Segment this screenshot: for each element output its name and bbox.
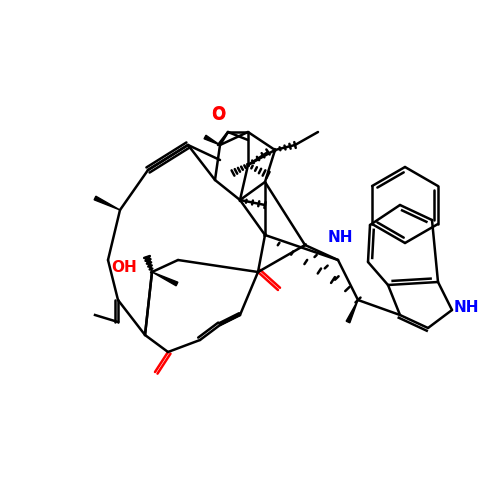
Polygon shape <box>152 272 178 286</box>
Polygon shape <box>204 135 220 145</box>
Text: O: O <box>211 105 225 123</box>
Text: O: O <box>211 106 225 124</box>
Polygon shape <box>94 196 120 210</box>
Text: OH: OH <box>111 260 137 274</box>
Text: NH: NH <box>327 230 353 244</box>
Polygon shape <box>144 256 152 272</box>
Text: NH: NH <box>454 300 479 316</box>
Polygon shape <box>346 300 358 323</box>
